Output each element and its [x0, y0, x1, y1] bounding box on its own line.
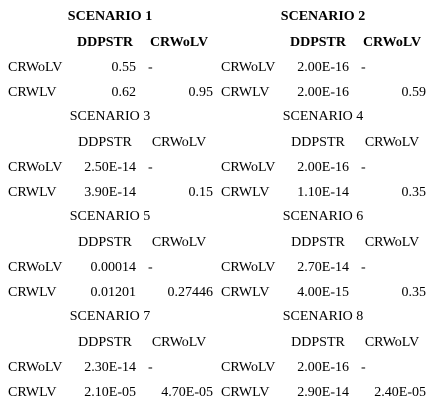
column-header: CRWoLV	[150, 35, 208, 50]
row-label: CRWoLV	[221, 360, 275, 375]
scenario-title: SCENARIO 6	[283, 209, 364, 224]
cell-value: -	[148, 360, 153, 375]
cell-value: 0.01201	[91, 285, 137, 300]
column-header: CRWoLV	[365, 235, 419, 250]
column-header: CRWoLV	[363, 35, 421, 50]
row-label: CRWLV	[8, 85, 57, 100]
cell-value: 0.15	[189, 185, 214, 200]
row-label: CRWLV	[8, 385, 57, 400]
column-header: DDPSTR	[291, 335, 345, 350]
scenario-title: SCENARIO 2	[281, 9, 365, 24]
column-header: CRWoLV	[365, 135, 419, 150]
cell-value: 2.00E-16	[297, 360, 349, 375]
scenario-title: SCENARIO 8	[283, 309, 364, 324]
column-header: CRWoLV	[365, 335, 419, 350]
column-header: DDPSTR	[290, 35, 347, 50]
row-label: CRWoLV	[221, 60, 275, 75]
row-label: CRWoLV	[8, 360, 62, 375]
cell-value: -	[361, 160, 366, 175]
cell-value: 2.00E-16	[297, 160, 349, 175]
row-label: CRWLV	[221, 385, 270, 400]
column-header: DDPSTR	[291, 235, 345, 250]
cell-value: -	[361, 60, 366, 75]
cell-value: -	[148, 60, 153, 75]
cell-value: 0.35	[402, 185, 427, 200]
cell-value: 1.10E-14	[297, 185, 349, 200]
cell-value: 0.59	[402, 85, 427, 100]
scenario-title: SCENARIO 3	[70, 109, 151, 124]
row-label: CRWLV	[221, 185, 270, 200]
cell-value: 2.00E-16	[297, 60, 349, 75]
row-label: CRWLV	[221, 285, 270, 300]
cell-value: 4.70E-05	[161, 385, 213, 400]
column-header: DDPSTR	[78, 135, 132, 150]
column-header: DDPSTR	[77, 35, 134, 50]
cell-value: 2.50E-14	[84, 160, 136, 175]
row-label: CRWoLV	[8, 60, 62, 75]
scenario-title: SCENARIO 7	[70, 309, 151, 324]
row-label: CRWLV	[221, 85, 270, 100]
cell-value: -	[361, 360, 366, 375]
cell-value: 0.95	[189, 85, 214, 100]
cell-value: 0.55	[112, 60, 137, 75]
scenario-title: SCENARIO 5	[70, 209, 151, 224]
cell-value: 3.90E-14	[84, 185, 136, 200]
column-header: DDPSTR	[78, 335, 132, 350]
cell-value: -	[148, 160, 153, 175]
cell-value: 0.00014	[91, 260, 137, 275]
row-label: CRWoLV	[8, 260, 62, 275]
row-label: CRWLV	[8, 185, 57, 200]
column-header: CRWoLV	[152, 335, 206, 350]
cell-value: 2.40E-05	[374, 385, 426, 400]
cell-value: 0.62	[112, 85, 137, 100]
cell-value: 2.90E-14	[297, 385, 349, 400]
cell-value: 2.30E-14	[84, 360, 136, 375]
row-label: CRWoLV	[8, 160, 62, 175]
cell-value: 2.10E-05	[84, 385, 136, 400]
cell-value: 2.00E-16	[297, 85, 349, 100]
scenario-title: SCENARIO 1	[68, 9, 152, 24]
cell-value: -	[148, 260, 153, 275]
cell-value: 2.70E-14	[297, 260, 349, 275]
cell-value: 4.00E-15	[297, 285, 349, 300]
column-header: DDPSTR	[78, 235, 132, 250]
row-label: CRWoLV	[221, 160, 275, 175]
row-label: CRWLV	[8, 285, 57, 300]
scenario-title: SCENARIO 4	[283, 109, 364, 124]
cell-value: -	[361, 260, 366, 275]
row-label: CRWoLV	[221, 260, 275, 275]
column-header: DDPSTR	[291, 135, 345, 150]
cell-value: 0.27446	[168, 285, 214, 300]
column-header: CRWoLV	[152, 135, 206, 150]
cell-value: 0.35	[402, 285, 427, 300]
column-header: CRWoLV	[152, 235, 206, 250]
